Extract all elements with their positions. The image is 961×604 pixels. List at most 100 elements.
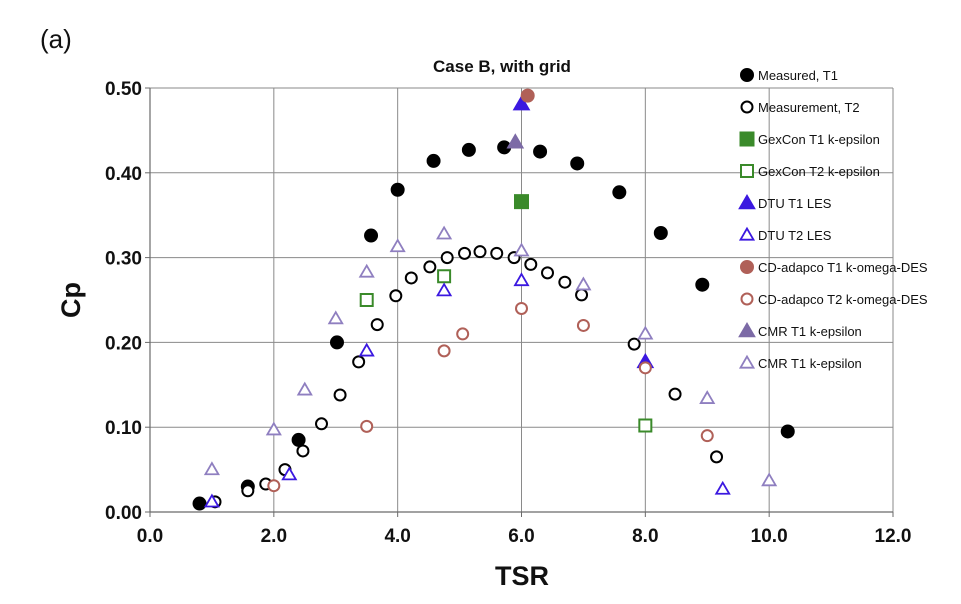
data-point-series-9 [575,276,592,291]
legend: Measured, T1 Measurement, T2 GexCon T1 k-e… [738,68,928,371]
data-point-series-3 [437,269,452,284]
x-tick-label: 12.0 [875,526,912,547]
data-point-series-1 [315,417,329,431]
tick-labels: 0.0 2.0 4.0 6.0 8.0 10.0 12.0 0.00 0.10 0.20 0.30 0… [105,79,911,547]
data-point-series-0 [533,144,548,159]
data-point-series-3 [638,418,653,433]
data-point-series-9 [637,325,654,340]
x-tick-label: 10.0 [751,526,788,547]
data-point-series-7 [437,344,451,358]
data-point-series-1 [627,337,641,351]
legend-label-5: DTU T2 LES [758,228,832,243]
data-point-series-9 [203,461,220,476]
data-point-series-7 [456,327,470,341]
data-point-series-9 [436,225,453,240]
data-point-series-0 [612,185,627,200]
data-point-series-0 [390,182,405,197]
data-point-series-5 [513,272,530,287]
legend-label-3: GexCon T2 k-epsilon [758,164,880,179]
data-point-series-7 [638,361,652,375]
legend-marker-9 [738,354,756,369]
data-point-series-9 [513,242,530,257]
legend-marker-3 [740,164,754,178]
data-point-series-9 [327,310,344,325]
data-point-series-1 [524,257,538,271]
data-point-series-5 [436,282,453,297]
data-point-series-1 [404,271,418,285]
x-tick-label: 8.0 [632,526,658,547]
legend-label-7: CD-adapco T2 k-omega-DES [758,292,928,307]
data-point-series-0 [461,142,476,157]
data-point-series-2 [514,194,529,210]
data-point-series-1 [668,387,682,401]
data-point-series-1 [458,246,472,260]
y-tick-label: 0.50 [105,79,142,100]
x-tick-label: 6.0 [508,526,534,547]
legend-label-2: GexCon T1 k-epsilon [758,132,880,147]
data-point-series-9 [265,421,282,436]
data-point-series-9 [761,472,778,487]
y-tick-label: 0.10 [105,418,142,439]
y-tick-label: 0.40 [105,164,142,185]
data-point-series-0 [570,156,585,171]
data-point-series-0 [653,226,668,241]
data-point-series-0 [695,277,710,292]
data-point-series-5 [714,480,731,495]
data-point-series-9 [296,381,313,396]
data-point-series-1 [473,245,487,259]
data-point-series-0 [192,496,207,511]
legend-label-4: DTU T1 LES [758,196,832,211]
data-point-series-7 [515,301,528,315]
data-point-series-1 [440,251,454,265]
x-tick-label: 0.0 [137,526,163,547]
data-point-series-5 [281,466,298,481]
data-point-series-1 [296,444,310,458]
data-point-series-9 [389,238,406,253]
data-point-series-1 [558,275,572,289]
legend-label-1: Measurement, T2 [758,100,860,115]
data-point-series-1 [370,318,384,332]
data-point-series-9 [358,263,375,278]
data-point-series-3 [359,293,374,307]
data-points [192,88,795,511]
data-point-series-1 [333,388,347,402]
legend-marker-4 [738,194,756,210]
data-point-series-5 [358,342,375,357]
legend-marker-2 [739,131,755,147]
legend-label-0: Measured, T1 [758,68,838,83]
legend-marker-6 [740,260,754,274]
data-point-series-1 [710,450,724,464]
legend-marker-7 [740,292,754,306]
y-tick-label: 0.20 [105,333,142,354]
data-point-series-7 [576,318,590,332]
data-point-series-0 [780,424,795,439]
data-point-series-0 [329,335,344,350]
legend-marker-8 [738,322,756,338]
data-point-series-1 [575,288,589,302]
data-point-series-0 [426,153,441,168]
data-point-series-1 [541,266,555,280]
legend-marker-5 [738,226,756,241]
data-point-series-1 [389,289,403,303]
data-point-series-1 [423,260,437,274]
legend-label-6: CD-adapco T1 k-omega-DES [758,260,928,275]
x-axis-title: TSR [495,561,549,591]
data-point-series-7 [360,419,374,433]
data-point-series-0 [364,228,379,243]
panel-label: (a) [40,24,72,54]
chart-title: Case B, with grid [433,57,571,76]
data-point-series-8 [506,133,525,149]
data-point-series-4 [512,95,531,111]
legend-marker-0 [740,68,754,82]
data-point-series-1 [490,246,504,260]
legend-label-8: CMR T1 k-epsilon [758,324,862,339]
data-point-series-9 [699,390,716,404]
x-tick-label: 4.0 [384,526,410,547]
y-tick-label: 0.30 [105,249,142,270]
data-point-series-1 [241,484,255,498]
data-point-series-7 [267,479,281,493]
legend-marker-1 [740,100,754,114]
data-point-series-1 [352,355,366,369]
data-point-series-6 [520,88,535,103]
